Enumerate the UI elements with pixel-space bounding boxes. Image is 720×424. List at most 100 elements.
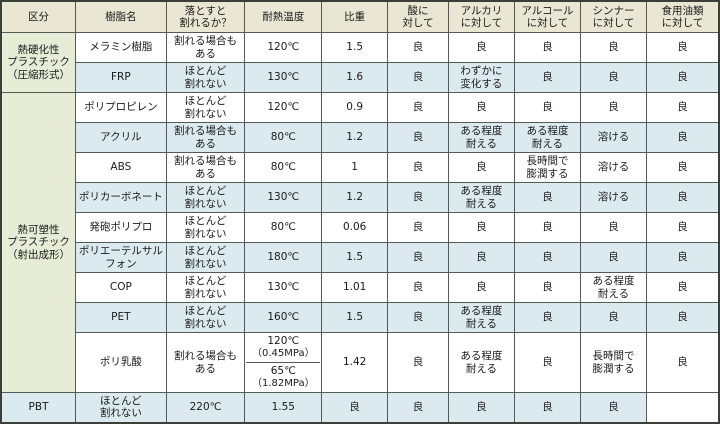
- acid-resistance-text-line1: 良: [412, 161, 424, 174]
- edible-oil-resistance-text-line1: 良: [677, 191, 688, 204]
- table-row: ポリエーテルサルフォン ほとんど 割れない 180℃ 1.5 良良良良良: [1, 242, 720, 273]
- acid-resistance-cell: 良: [321, 392, 389, 423]
- column-header-drop-breakage: 落とすと 割れるか？: [165, 0, 246, 33]
- acid-resistance-text-line1: 良: [412, 131, 424, 144]
- edible-oil-resistance-cell: 良: [579, 392, 648, 423]
- column-header-thinner: シンナー に対して: [579, 0, 648, 33]
- resin-name-cell: FRP: [75, 62, 167, 93]
- drop-text-line2: 割れない: [184, 77, 227, 90]
- drop-text-line1: ほとんど: [184, 185, 227, 198]
- alkali-resistance-cell: 良: [447, 32, 515, 63]
- column-header-edible-oil: 食用油類 に対して: [646, 0, 720, 33]
- acid-resistance-cell: 良: [387, 332, 449, 393]
- acid-resistance-cell: 良: [387, 122, 449, 153]
- drop-breakage-cell: ほとんど 割れない: [165, 62, 246, 93]
- edible-oil-resistance-cell: 良: [646, 62, 720, 93]
- alcohol-resistance-text-line1: 良: [542, 356, 553, 369]
- heat-text-line1: 120℃: [267, 41, 300, 54]
- thinner-resistance-text-line1: 良: [542, 401, 553, 414]
- drop-text-line1: ほとんど: [184, 305, 227, 318]
- thinner-resistance-cell: 良: [513, 392, 581, 423]
- heat-text-line2: （1.82MPa）: [251, 377, 315, 389]
- alcohol-resistance-cell: 良: [513, 32, 581, 63]
- header-label-line2: に対して: [460, 17, 503, 29]
- alkali-resistance-cell: ある程度 耐える: [447, 182, 515, 213]
- acid-resistance-text-line1: 良: [412, 191, 424, 204]
- drop-text-line1: ほとんど: [184, 245, 227, 258]
- table-row: ポリカーボネート ほとんど 割れない 130℃ 1.2 良ある程度 耐える良溶ける良: [1, 182, 720, 213]
- heat-text-line2: （0.45MPa）: [251, 347, 315, 359]
- heat-resistance-cell: 180℃: [244, 242, 323, 273]
- alcohol-resistance-text-line1: 良: [542, 251, 553, 264]
- drop-text-line2: ある: [195, 137, 217, 150]
- thinner-resistance-cell: 長時間で 膨潤する: [579, 332, 648, 393]
- edible-oil-resistance-text-line1: 良: [608, 401, 619, 414]
- drop-text-line1: 割れる場合も: [174, 350, 238, 363]
- category-label-line3: （圧縮形式）: [7, 68, 71, 81]
- resin-name-cell: メラミン樹脂: [75, 32, 167, 63]
- alcohol-resistance-text-line1: 良: [542, 311, 553, 324]
- drop-breakage-cell: ほとんど 割れない: [165, 272, 246, 303]
- thinner-resistance-text-line1: 良: [608, 41, 619, 54]
- column-header-acid: 酸に 対して: [387, 0, 449, 33]
- thinner-resistance-text-line2: 膨潤する: [592, 362, 635, 375]
- acid-resistance-text-line1: 良: [412, 311, 424, 324]
- heat-text-line1: 130℃: [267, 191, 300, 204]
- heat-text-line1: 80℃: [270, 161, 296, 174]
- thinner-resistance-cell: ある程度 耐える: [579, 272, 648, 303]
- category-label-line2: プラスチック: [7, 56, 70, 69]
- acid-resistance-cell: 良: [387, 302, 449, 333]
- specific-gravity-cell: 1.2: [321, 122, 389, 153]
- thinner-resistance-text-line1: 良: [608, 221, 619, 234]
- heat-text-line1: 80℃: [270, 131, 296, 144]
- alkali-resistance-text-line1: ある程度: [460, 125, 503, 138]
- drop-breakage-cell: 割れる場合も ある: [165, 122, 246, 153]
- specific-gravity-cell: 0.9: [321, 92, 389, 123]
- acid-resistance-cell: 良: [387, 32, 449, 63]
- alkali-resistance-cell: 良: [447, 152, 515, 183]
- header-label: 区分: [28, 10, 50, 23]
- resin-name-cell: ポリ乳酸: [75, 332, 167, 393]
- acid-resistance-cell: 良: [387, 152, 449, 183]
- header-label-line2: に対して: [526, 17, 569, 29]
- acid-resistance-text-line1: 良: [412, 356, 424, 369]
- alkali-resistance-text-line1: ある程度: [460, 305, 503, 318]
- heat-resistance-sub-cell-1: 120℃ （0.45MPa）: [246, 334, 321, 363]
- drop-text-line2: ある: [195, 362, 217, 375]
- alcohol-resistance-cell: 良: [513, 62, 581, 93]
- specific-gravity-cell: 1.42: [321, 332, 389, 393]
- drop-text-line2: 割れない: [184, 317, 227, 330]
- alkali-resistance-text-line1: 良: [476, 281, 487, 294]
- heat-resistance-cell: 120℃: [244, 32, 323, 63]
- thinner-resistance-text-line1: 良: [608, 101, 619, 114]
- alkali-resistance-cell: 良: [447, 92, 515, 123]
- alcohol-resistance-text-line1: ある程度: [526, 125, 569, 138]
- thinner-resistance-cell: 良: [579, 212, 648, 243]
- header-label-line1: シンナー: [592, 4, 635, 17]
- edible-oil-resistance-cell: 良: [646, 332, 720, 393]
- edible-oil-resistance-text-line1: 良: [677, 71, 688, 84]
- alcohol-resistance-text-line1: 良: [542, 41, 553, 54]
- thinner-resistance-text-line1: 良: [608, 71, 619, 84]
- drop-breakage-cell: ほとんど 割れない: [165, 182, 246, 213]
- alkali-resistance-cell: ある程度 耐える: [447, 122, 515, 153]
- acid-resistance-text-line1: 良: [412, 221, 424, 234]
- resin-name-cell: ポリカーボネート: [75, 182, 167, 213]
- drop-text-line1: ほとんど: [184, 65, 227, 78]
- alkali-resistance-text-line1: 良: [476, 251, 487, 264]
- edible-oil-resistance-cell: 良: [646, 32, 720, 63]
- thinner-resistance-text-line1: 溶ける: [597, 131, 630, 144]
- heat-text-line1: 65℃: [270, 365, 296, 378]
- drop-breakage-cell: ほとんど 割れない: [165, 212, 246, 243]
- thinner-resistance-text-line1: 良: [608, 251, 619, 264]
- column-header-category: 区分: [0, 0, 77, 33]
- alcohol-resistance-cell: 良: [513, 242, 581, 273]
- alcohol-resistance-cell: 良: [513, 272, 581, 303]
- header-label-line1: 酸に: [407, 4, 429, 17]
- alkali-resistance-text-line1: 良: [412, 401, 424, 414]
- table-row: 熱可塑性 プラスチック （射出成形） ポリプロピレン ほとんど 割れない 120℃ 0.9 良良…: [0, 92, 720, 393]
- edible-oil-resistance-cell: 良: [646, 182, 720, 213]
- thinner-resistance-text-line1: 良: [608, 311, 619, 324]
- column-header-specific-gravity: 比重: [321, 0, 389, 33]
- heat-text-line1: 220℃: [189, 401, 222, 414]
